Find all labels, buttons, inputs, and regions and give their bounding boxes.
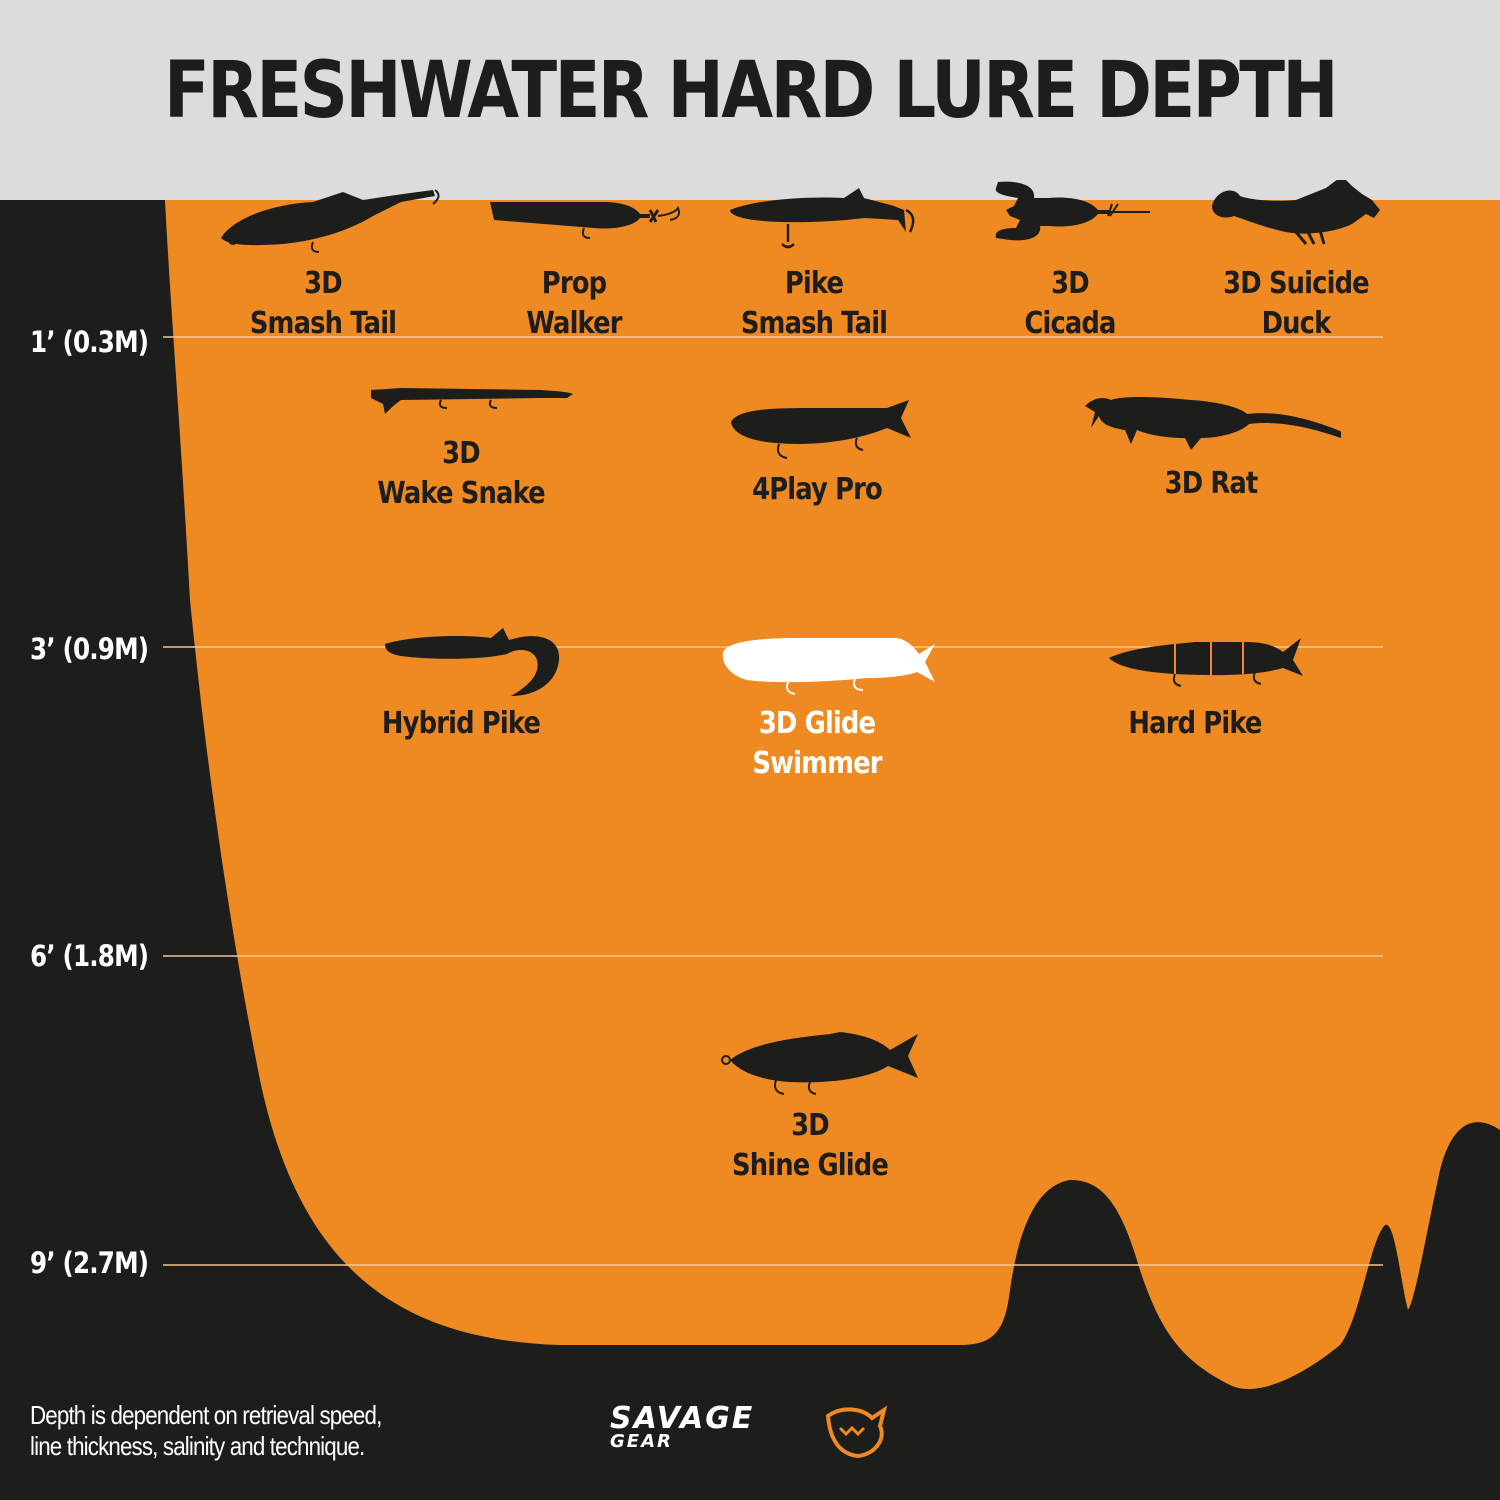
savage-gear-logo: SAVAGE GEAR [610,1402,900,1462]
lure-name: 3D Smash Tail [249,266,397,341]
lure-4play-pro: 4Play Pro [687,396,947,510]
lure-name: Hybrid Pike [381,706,541,741]
fish-jaw-logo-icon [825,1405,888,1459]
header-band: FRESHWATER HARD LURE DEPTH [0,0,1500,200]
lure-pike-smash-tail: Pike Smash Tail [684,180,944,344]
depth-label-6ft: 6’ (1.8M) [30,939,149,973]
lure-name: 3D Cicada [1024,266,1116,341]
lure-name: Prop Walker [526,266,622,341]
wake-snake-silhouette-icon [371,388,573,414]
lure-name: 3D Wake Snake [377,436,545,511]
lure-name: Hard Pike [1128,706,1262,741]
lure-3d-suicide-duck: 3D Suicide Duck [1166,180,1426,344]
page-title: FRESHWATER HARD LURE DEPTH [164,46,1338,136]
smash-tail-silhouette-icon [221,189,440,253]
lure-name: 3D Shine Glide [731,1108,889,1183]
lure-name: 3D Suicide Duck [1223,266,1370,341]
lure-3d-cicada: 3D Cicada [940,180,1200,344]
prop-walker-silhouette-icon [490,202,680,239]
logo-subtext: GEAR [610,1431,673,1452]
logo-wordmark: SAVAGE [610,1401,755,1436]
hard-pike-silhouette-icon [1109,638,1303,687]
cicada-silhouette-icon [995,181,1150,241]
depth-disclaimer-note: Depth is dependent on retrieval speed, l… [30,1400,382,1461]
lure-name: Pike Smash Tail [740,266,888,341]
shine-glide-silhouette-icon [721,1032,918,1095]
rat-silhouette-icon [1085,397,1341,450]
lure-3d-rat: 3D Rat [1081,380,1341,504]
lure-3d-shine-glide: 3D Shine Glide [680,1022,940,1186]
lure-prop-walker: Prop Walker [444,180,704,344]
depth-label-1ft: 1’ (0.3M) [30,325,149,359]
depth-label-3ft: 3’ (0.9M) [30,632,149,666]
lure-hybrid-pike: Hybrid Pike [331,620,591,744]
lure-hard-pike: Hard Pike [1065,630,1325,744]
suicide-duck-silhouette-icon [1212,180,1380,245]
lure-name: 3D Rat [1164,466,1259,501]
4play-pro-silhouette-icon [731,400,911,459]
lure-3d-smash-tail: 3D Smash Tail [193,180,453,344]
depth-label-9ft: 9’ (2.7M) [30,1246,149,1280]
lure-name: 3D Glide Swimmer [752,706,882,781]
lure-3d-glide-swimmer: 3D Glide Swimmer [687,630,947,784]
glide-swimmer-silhouette-icon [722,638,935,695]
hybrid-pike-silhouette-icon [385,628,560,696]
water-area [165,200,1500,1390]
pike-smash-tail-silhouette-icon [730,188,915,249]
lure-3d-wake-snake: 3D Wake Snake [331,380,591,514]
lure-name: 4Play Pro [752,472,883,507]
